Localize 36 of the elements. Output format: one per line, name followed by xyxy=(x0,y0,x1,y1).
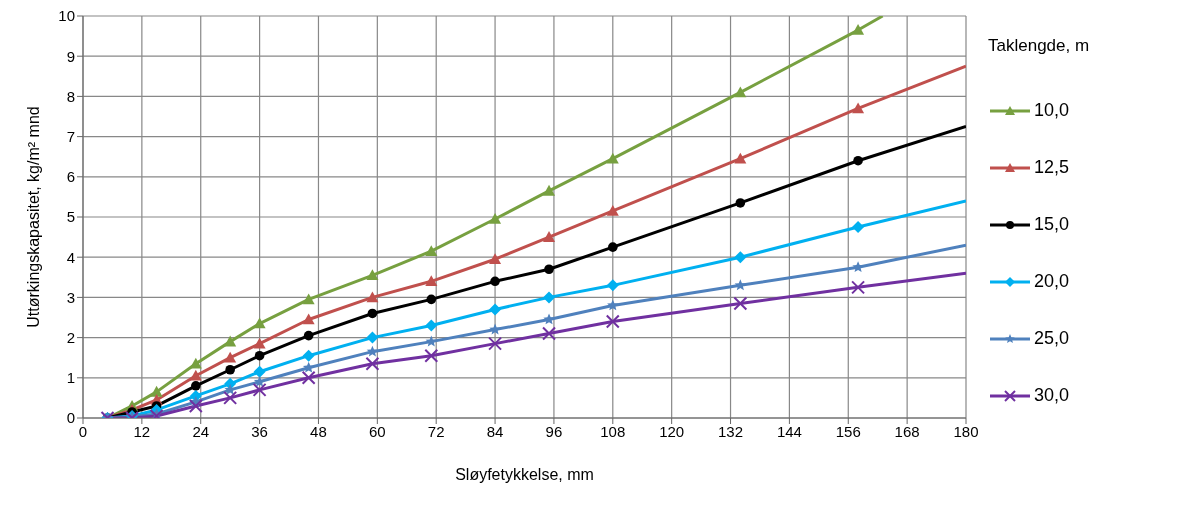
x-tick-label: 108 xyxy=(600,422,626,440)
y-tick-label: 2 xyxy=(66,328,75,346)
y-tick-label: 10 xyxy=(58,7,75,25)
legend-label: 25,0 xyxy=(1034,328,1070,349)
y-tick-label: 8 xyxy=(66,87,75,105)
x-tick-label: 132 xyxy=(718,422,744,440)
y-tick-label: 3 xyxy=(66,288,75,306)
legend-label: 15,0 xyxy=(1034,214,1070,235)
legend-label: 12,5 xyxy=(1034,157,1070,178)
x-tick-label: 0 xyxy=(78,422,88,440)
y-tick-label: 4 xyxy=(66,248,75,266)
y-tick-label: 1 xyxy=(66,369,75,387)
x-tick-label: 180 xyxy=(953,422,979,440)
x-tick-label: 96 xyxy=(545,422,563,440)
x-tick-label: 36 xyxy=(251,422,268,440)
x-tick-label: 24 xyxy=(192,422,210,440)
legend-label: 20,0 xyxy=(1034,271,1070,292)
x-tick-label: 48 xyxy=(310,422,327,440)
x-axis-title: Sløyfetykkelse, mm xyxy=(455,466,594,483)
x-tick-label: 168 xyxy=(894,422,920,440)
y-tick-label: 0 xyxy=(66,409,75,427)
x-tick-label: 60 xyxy=(368,422,386,440)
y-tick-label: 7 xyxy=(66,127,75,145)
legend-title: Taklengde, m xyxy=(988,36,1090,56)
x-tick-label: 72 xyxy=(427,422,445,440)
y-axis-title: Uttørkingskapasitet, kg/m² mnd xyxy=(24,106,42,328)
y-tick-label: 9 xyxy=(66,47,75,65)
x-tick-label: 120 xyxy=(659,422,685,440)
x-tick-label: 84 xyxy=(486,422,504,440)
legend-label: 30,0 xyxy=(1034,385,1070,406)
x-tick-label: 156 xyxy=(835,422,861,440)
y-tick-label: 5 xyxy=(66,208,75,226)
legend-label: 10,0 xyxy=(1034,100,1070,121)
x-tick-label: 12 xyxy=(133,422,151,440)
x-tick-label: 144 xyxy=(776,422,802,440)
y-tick-label: 6 xyxy=(66,168,75,186)
